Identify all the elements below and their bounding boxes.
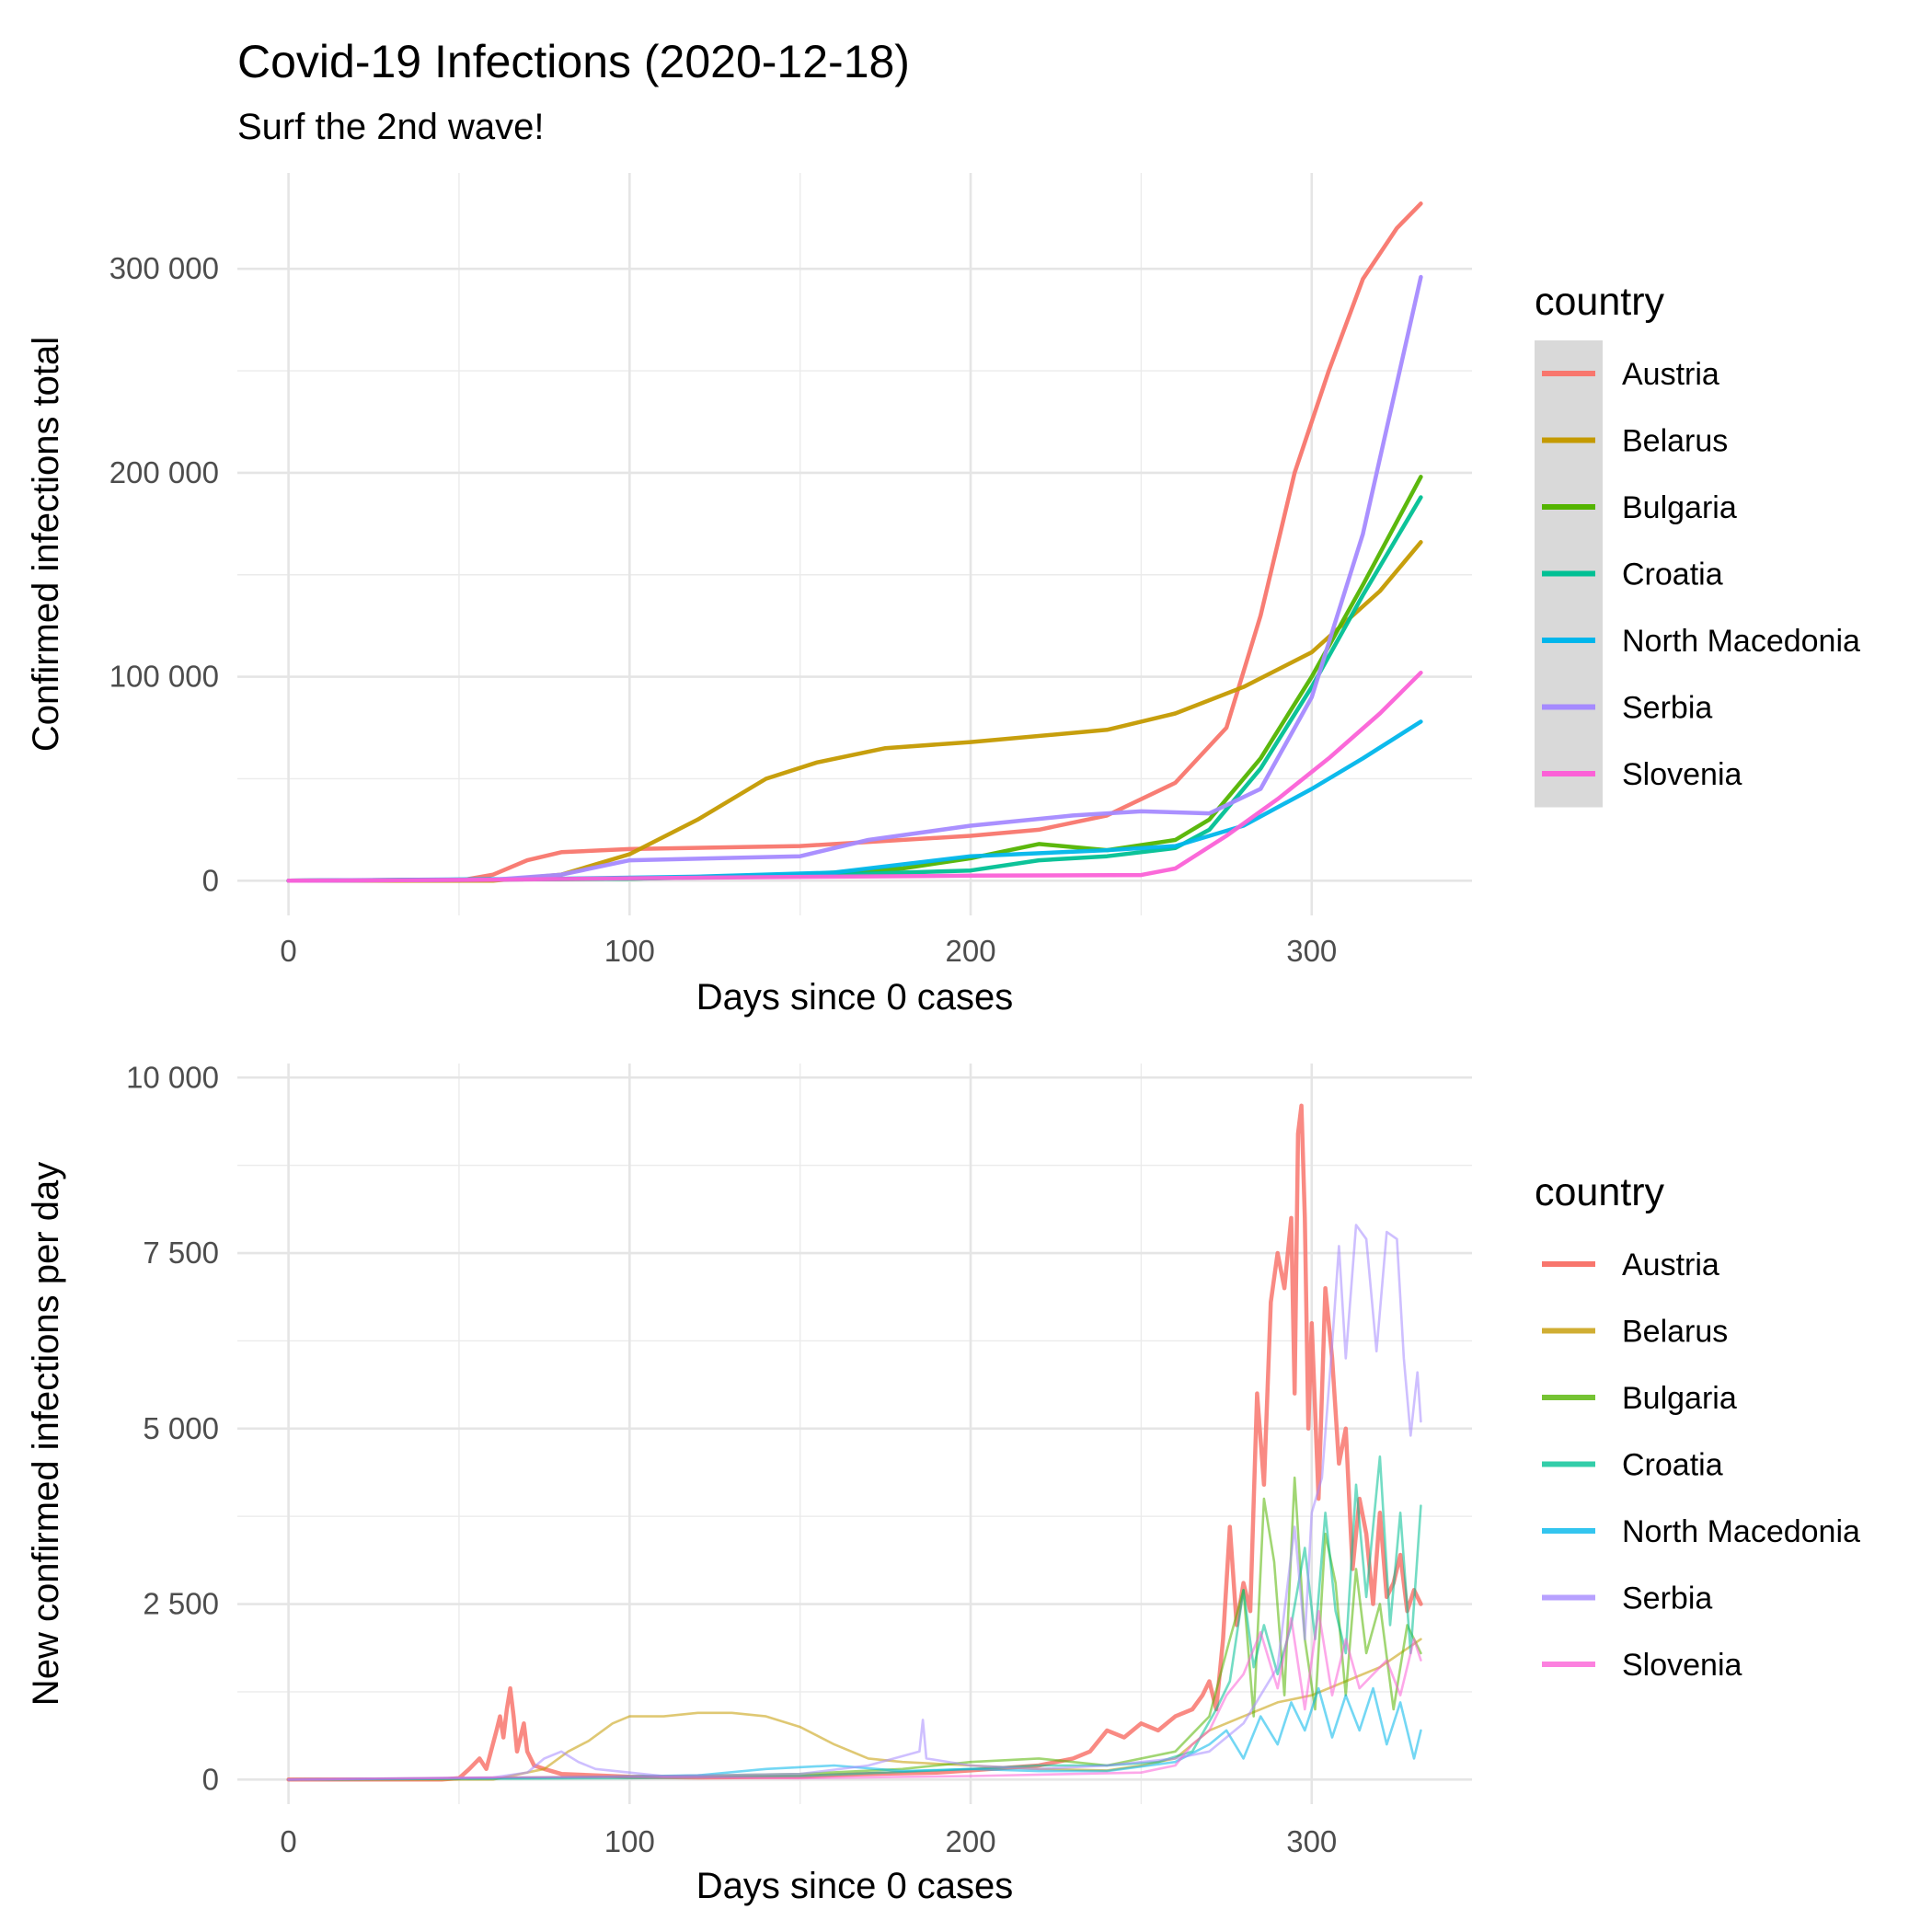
- series-line-serbia: [287, 1224, 1422, 1781]
- y-tick-label: 7 500: [143, 1236, 219, 1270]
- x-tick-label: 100: [604, 934, 655, 968]
- legend-label: Slovenia: [1622, 1648, 1742, 1683]
- legend-label: Austria: [1622, 1248, 1719, 1282]
- legend-title: country: [1535, 1170, 1665, 1214]
- y-tick-label: 200 000: [109, 455, 219, 489]
- y-tick-label: 10 000: [126, 1060, 219, 1094]
- y-tick-label: 100 000: [109, 660, 219, 694]
- y-tick-label: 300 000: [109, 251, 219, 285]
- y-tick-label: 2 500: [143, 1587, 219, 1621]
- y-tick-label: 0: [202, 863, 219, 897]
- x-tick-label: 300: [1286, 934, 1337, 968]
- x-axis-title: Days since 0 cases: [696, 1866, 1014, 1906]
- x-tick-label: 0: [280, 934, 296, 968]
- legend-label: Bulgaria: [1622, 490, 1737, 525]
- series-line-austria: [286, 1103, 1423, 1782]
- y-tick-label: 5 000: [143, 1411, 219, 1445]
- chart-title: Covid-19 Infections (2020-12-18): [237, 36, 910, 87]
- x-tick-label: 200: [946, 1824, 996, 1858]
- x-axis-title: Days since 0 cases: [696, 977, 1014, 1018]
- legend-label: North Macedonia: [1622, 1514, 1860, 1549]
- legend-label: North Macedonia: [1622, 624, 1860, 659]
- legend-label: Slovenia: [1622, 757, 1742, 792]
- legend-title: country: [1535, 280, 1665, 324]
- series-line-belarus: [287, 1638, 1422, 1781]
- series-line-austria: [286, 201, 1423, 883]
- x-tick-label: 200: [946, 934, 996, 968]
- legend-label: Belarus: [1622, 424, 1728, 459]
- y-axis-title: New confirmed infections per day: [26, 1162, 66, 1706]
- series-line-north-macedonia: [286, 719, 1423, 883]
- legend: country Austria Belarus Bulgaria Croatia Nort…: [1535, 280, 1860, 808]
- legend-label: Serbia: [1622, 691, 1712, 726]
- panel-1: 0 100 200 300 0 100 000 200 000 300 000 Days sin…: [26, 173, 1860, 1018]
- x-tick-label: 0: [280, 1824, 296, 1858]
- series-line-bulgaria: [287, 1476, 1422, 1781]
- y-tick-label: 0: [202, 1762, 219, 1796]
- legend-label: Belarus: [1622, 1315, 1728, 1350]
- y-axis-title: Confirmed infections total: [26, 337, 66, 752]
- legend-label: Serbia: [1622, 1581, 1712, 1616]
- series-line-slovenia: [287, 1609, 1422, 1781]
- x-tick-label: 100: [604, 1824, 655, 1858]
- x-tick-label: 300: [1286, 1824, 1337, 1858]
- legend-label: Croatia: [1622, 1448, 1723, 1483]
- series-line-croatia: [287, 1455, 1422, 1781]
- series-line-slovenia: [286, 670, 1423, 883]
- chart-subtitle: Surf the 2nd wave!: [237, 107, 545, 147]
- legend-label: Croatia: [1622, 558, 1723, 592]
- series-line-belarus: [286, 540, 1423, 883]
- series-line-serbia: [286, 274, 1423, 883]
- panel-2: 0 100 200 300 0 2 500 5 000 7 500 10 000 Days sin…: [26, 1060, 1860, 1906]
- legend-label: Austria: [1622, 357, 1719, 392]
- legend: country Austria Belarus Bulgaria Croatia Nort…: [1535, 1170, 1860, 1683]
- legend-label: Bulgaria: [1622, 1381, 1737, 1416]
- series-line-north-macedonia: [287, 1686, 1422, 1781]
